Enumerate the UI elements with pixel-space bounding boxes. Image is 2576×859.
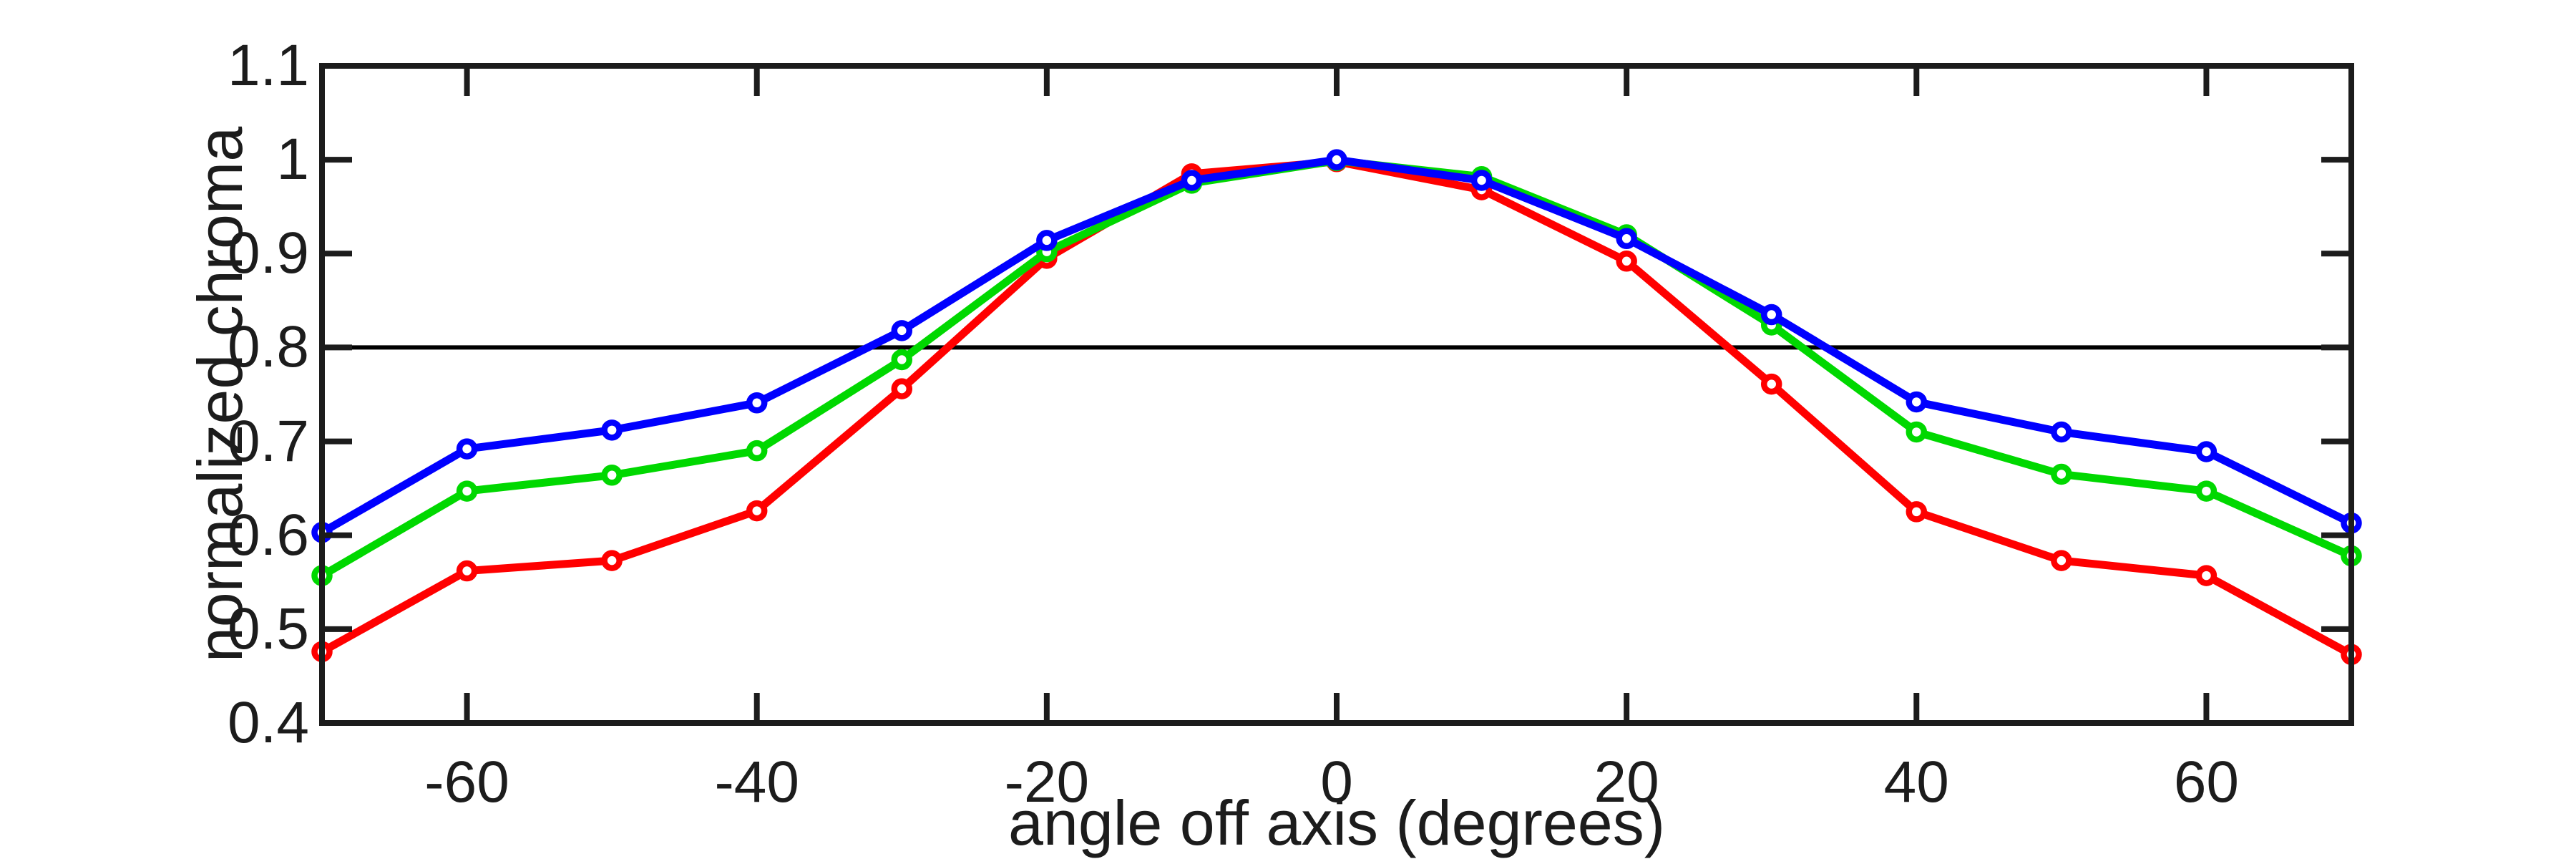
data-point-blue (1326, 149, 1347, 170)
data-point-blue (746, 392, 768, 414)
data-point-green (601, 465, 623, 486)
data-point-blue (1470, 170, 1493, 191)
data-point-green (2051, 463, 2072, 485)
series-line-green (318, 156, 2356, 580)
data-point-blue (2051, 421, 2072, 443)
series-line-red (318, 157, 2356, 659)
data-point-red (1616, 251, 1637, 272)
data-point-red (1906, 501, 1928, 523)
data-point-blue (1760, 304, 1782, 326)
data-point-blue (1906, 391, 1928, 413)
data-point-green (1906, 421, 1928, 443)
data-point-blue (891, 320, 913, 341)
data-point-blue (2195, 441, 2218, 462)
data-point-green (2195, 480, 2218, 502)
data-point-blue (601, 419, 623, 441)
data-point-red (891, 378, 913, 399)
tick-marks (322, 63, 2351, 726)
data-point-red (601, 550, 623, 571)
series-green (311, 150, 2362, 586)
data-point-green (746, 440, 768, 462)
data-point-green (891, 349, 913, 371)
data-point-blue (1181, 170, 1203, 191)
data-point-red (2051, 550, 2072, 571)
data-point-red (2195, 565, 2218, 586)
series-red (311, 151, 2362, 666)
data-point-red (1760, 373, 1782, 395)
data-point-green (456, 480, 478, 502)
data-point-blue (456, 438, 478, 460)
data-point-blue (1036, 230, 1058, 251)
data-point-red (456, 560, 478, 582)
data-point-red (746, 500, 768, 522)
data-point-blue (1616, 228, 1637, 250)
